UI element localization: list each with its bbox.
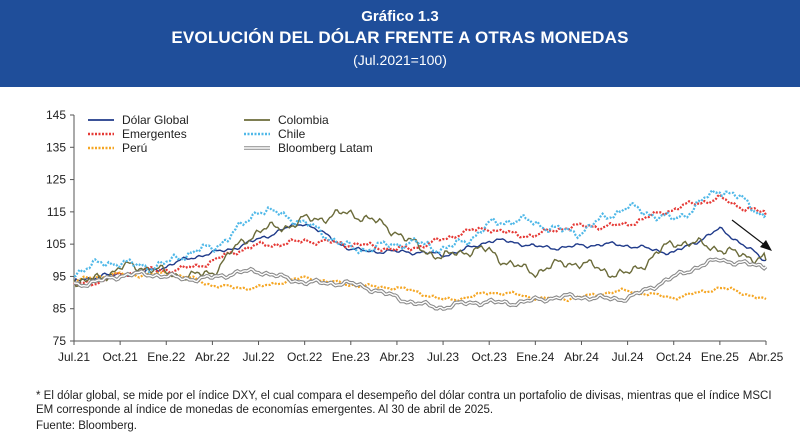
y-tick-label: 75 [53,334,67,348]
series-line-bloomberg-latam-inner [73,258,767,310]
series-line-colombia [73,209,767,288]
x-tick-label: Jul.21 [58,350,90,364]
x-tick-label: Abr.24 [564,350,599,364]
x-tick-label: Oct.24 [656,350,692,364]
legend-label-dolar-global: Dólar Global [122,113,189,127]
series-line-emergentes [73,193,767,287]
y-tick-label: 105 [46,237,66,251]
y-tick-label: 95 [53,269,67,283]
x-tick-label: Ene.24 [516,350,554,364]
x-tick-label: Abr.25 [749,350,784,364]
x-tick-label: Oct.23 [472,350,508,364]
x-tick-label: Ene.23 [332,350,370,364]
legend-label-chile: Chile [278,127,306,141]
line-chart: 75 85 95 105 115 125 135 145 Jul.21 Oct.21 Ene.22 A… [46,108,784,364]
chart-header: Gráfico 1.3 EVOLUCIÓN DEL DÓLAR FRENTE A… [0,0,800,87]
y-tick-label: 115 [47,205,66,219]
chart-subtitle: (Jul.2021=100) [353,52,447,68]
legend-label-bloomberg-latam: Bloomberg Latam [278,141,373,155]
series-line-chile [73,188,767,278]
y-tick-label: 125 [46,173,66,187]
legend-label-peru: Perú [122,141,147,155]
x-tick-label: Ene.22 [147,350,185,364]
legend-label-colombia: Colombia [278,113,329,127]
x-tick-label: Jul.24 [612,350,644,364]
x-tick-label: Jul.22 [243,350,275,364]
annotation-arrow-line [731,219,767,247]
x-tick-label: Jul.23 [427,350,459,364]
legend-label-emergentes: Emergentes [122,127,187,141]
y-tick-label: 145 [46,108,66,122]
x-tick-label: Oct.21 [102,350,138,364]
source-note: Fuente: Bloomberg. [36,420,138,432]
x-tick-label: Abr.23 [380,350,415,364]
chart-label: Gráfico 1.3 [361,8,439,25]
y-tick-label: 135 [46,140,66,154]
x-tick-label: Abr.22 [195,350,230,364]
y-tick-label: 85 [53,302,67,316]
chart-title: EVOLUCIÓN DEL DÓLAR FRENTE A OTRAS MONED… [171,28,629,47]
x-tick-label: Ene.25 [701,350,739,364]
series-line-dolar-global [73,222,767,284]
x-tick-label: Oct.22 [287,350,323,364]
series-line-bloomberg-latam [73,257,768,311]
annotation-arrow-head [760,240,772,251]
footnote: * El dólar global, se mide por el índice… [36,390,772,416]
